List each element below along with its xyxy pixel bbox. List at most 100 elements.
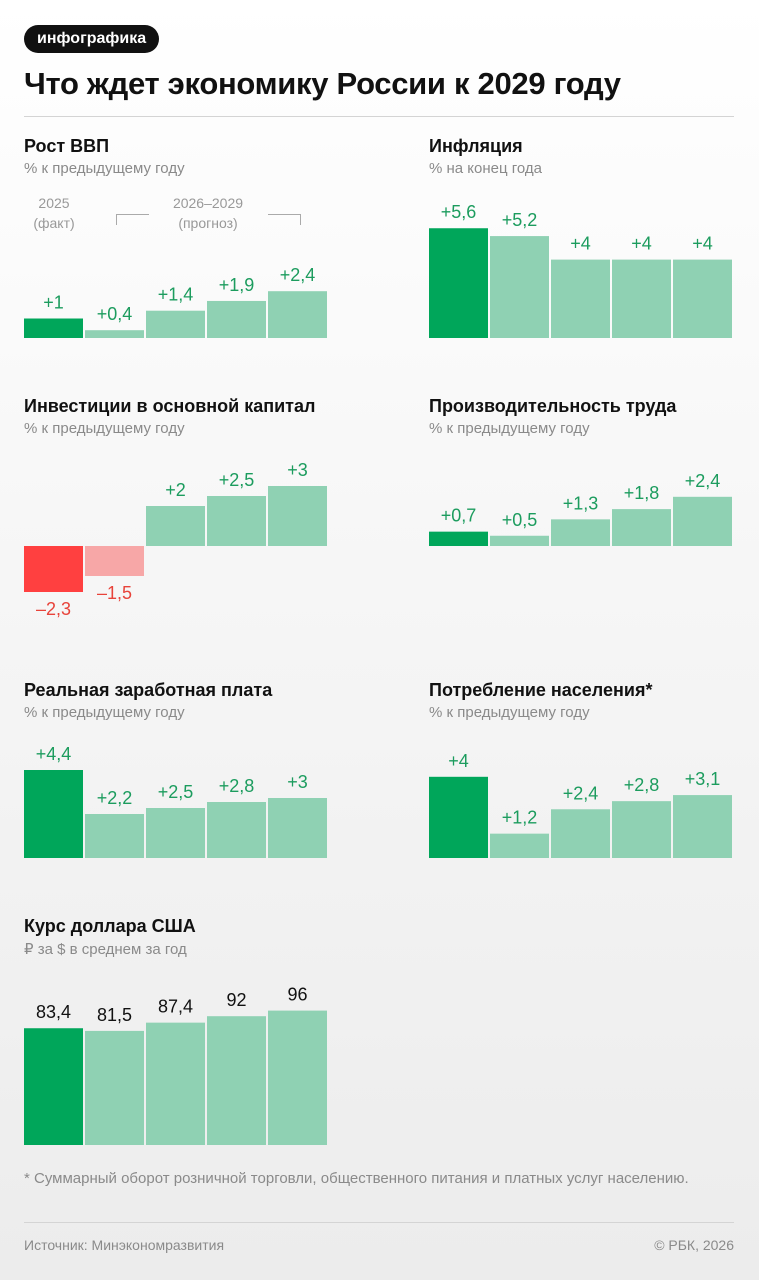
copyright-text: © РБК, 2026 [654,1237,734,1253]
bar-2025 [429,531,488,546]
wages-title: Реальная заработная плата [24,680,273,700]
data-label-2028: +1,8 [624,483,660,503]
productivity-title: Производительность труда [429,396,677,416]
productivity-subtitle: % к предыдущему году [429,420,590,437]
bar-2025 [429,228,488,338]
footnote: * Суммарный оборот розничной торговли, о… [24,1170,689,1187]
data-label-2025: +1 [43,293,64,313]
productivity-chart: +0,7 +0,5 +1,3 +1,8 +2,4 [429,471,732,546]
bar-2029 [673,795,732,858]
bar-2027 [146,1022,205,1145]
data-label-2029: +2,4 [685,471,721,491]
data-label-2028: +2,8 [219,776,255,796]
actual-label: (факт) [33,215,75,231]
investment-subtitle: % к предыдущему году [24,420,185,437]
bar-2028 [207,802,266,858]
gdp-title: Рост ВВП [24,136,110,156]
bar-2027 [146,808,205,858]
data-label-2029: +3 [287,772,308,792]
data-label-2027: +1,4 [158,285,194,305]
data-label-2025: +4,4 [36,744,72,764]
bar-2026 [85,1030,144,1145]
data-label-2027: +2,4 [563,783,599,803]
bar-2029 [268,1010,327,1145]
data-label-2026: –1,5 [97,583,132,603]
bar-2025 [24,1028,83,1145]
inflation-title: Инфляция [429,136,523,156]
consumption-subtitle: % к предыдущему году [429,704,590,721]
bar-2026 [490,535,549,546]
bar-2026 [85,546,144,576]
top-divider [24,116,734,117]
inflation-chart: +5,6 +5,2 +4 +4 +4 [429,202,732,338]
data-label-2027: +2 [165,480,186,500]
data-label-2028: +2,5 [219,470,255,490]
forecast-bracket-left [116,214,149,225]
gdp-subtitle: % к предыдущему году [24,160,185,177]
bottom-divider [24,1222,734,1223]
usd-rate-chart: 83,4 81,5 87,4 92 96 [24,985,327,1145]
data-label-2026: +0,4 [97,304,133,324]
usd-rate-panel: Курс доллара США ₽ за $ в среднем за год… [24,916,329,1151]
bar-2027 [551,519,610,546]
data-label-2025: +5,6 [441,202,477,222]
bar-2026 [490,236,549,338]
bar-2025 [24,318,83,338]
bar-2026 [85,330,144,338]
inflation-panel: Инфляция % на конец года +5,6 +5,2 +4 +4 +4 [429,136,734,346]
forecast-period-note: 2026–2029 (прогноз) [148,193,268,233]
data-label-2026: 81,5 [97,1005,132,1025]
investment-panel: Инвестиции в основной капитал % к предыд… [24,396,329,626]
bar-2028 [207,496,266,546]
data-label-2029: +3 [287,460,308,480]
wages-panel: Реальная заработная плата % к предыдущем… [24,680,329,865]
consumption-chart: +4 +1,2 +2,4 +2,8 +3,1 [429,751,732,858]
data-label-2028: 92 [226,990,246,1010]
bar-2027 [551,259,610,338]
usd-rate-subtitle: ₽ за $ в среднем за год [24,941,187,958]
data-label-2025: 83,4 [36,1002,71,1022]
data-label-2027: +4 [570,234,591,254]
consumption-title: Потребление населения* [429,680,653,700]
investment-chart: –2,3 –1,5 +2 +2,5 +3 [24,460,327,619]
data-label-2027: +1,3 [563,493,599,513]
bar-2027 [146,310,205,338]
forecast-years-label: 2026–2029 [172,195,244,211]
data-label-2028: +4 [631,234,652,254]
wages-chart: +4,4 +2,2 +2,5 +2,8 +3 [24,744,327,858]
page-title: Что ждет экономику России к 2029 году [24,66,621,101]
data-label-2027: +2,5 [158,782,194,802]
bar-2029 [268,291,327,338]
actual-period-note: 2025 (факт) [24,193,84,233]
bar-2026 [490,833,549,858]
data-label-2028: +1,9 [219,275,255,295]
bar-2028 [207,1016,266,1145]
data-label-2029: +3,1 [685,769,721,789]
bar-2026 [85,814,144,858]
data-label-2026: +2,2 [97,788,133,808]
bar-2029 [673,496,732,546]
source-text: Источник: Минэкономразвития [24,1237,225,1253]
bar-2028 [612,259,671,338]
bar-2027 [146,506,205,546]
data-label-2029: +4 [692,234,713,254]
bar-2028 [612,801,671,858]
data-label-2026: +5,2 [502,210,538,230]
data-label-2025: +0,7 [441,506,477,526]
bar-2029 [268,798,327,858]
actual-year-label: 2025 [38,195,70,211]
bar-2027 [551,809,610,858]
bar-2029 [268,486,327,546]
bar-2029 [673,259,732,338]
consumption-panel: Потребление населения* % к предыдущему г… [429,680,734,865]
bar-2028 [207,300,266,338]
gdp-chart: +1 +0,4 +1,4 +1,9 +2,4 [24,265,327,338]
bar-2025 [429,776,488,858]
bar-2028 [612,509,671,546]
gdp-panel: Рост ВВП % к предыдущему году 2025 (факт… [24,136,329,346]
wages-subtitle: % к предыдущему году [24,704,185,721]
data-label-2026: +1,2 [502,808,538,828]
bar-2025 [24,770,83,858]
data-label-2025: +4 [448,751,469,771]
inflation-subtitle: % на конец года [429,160,543,177]
